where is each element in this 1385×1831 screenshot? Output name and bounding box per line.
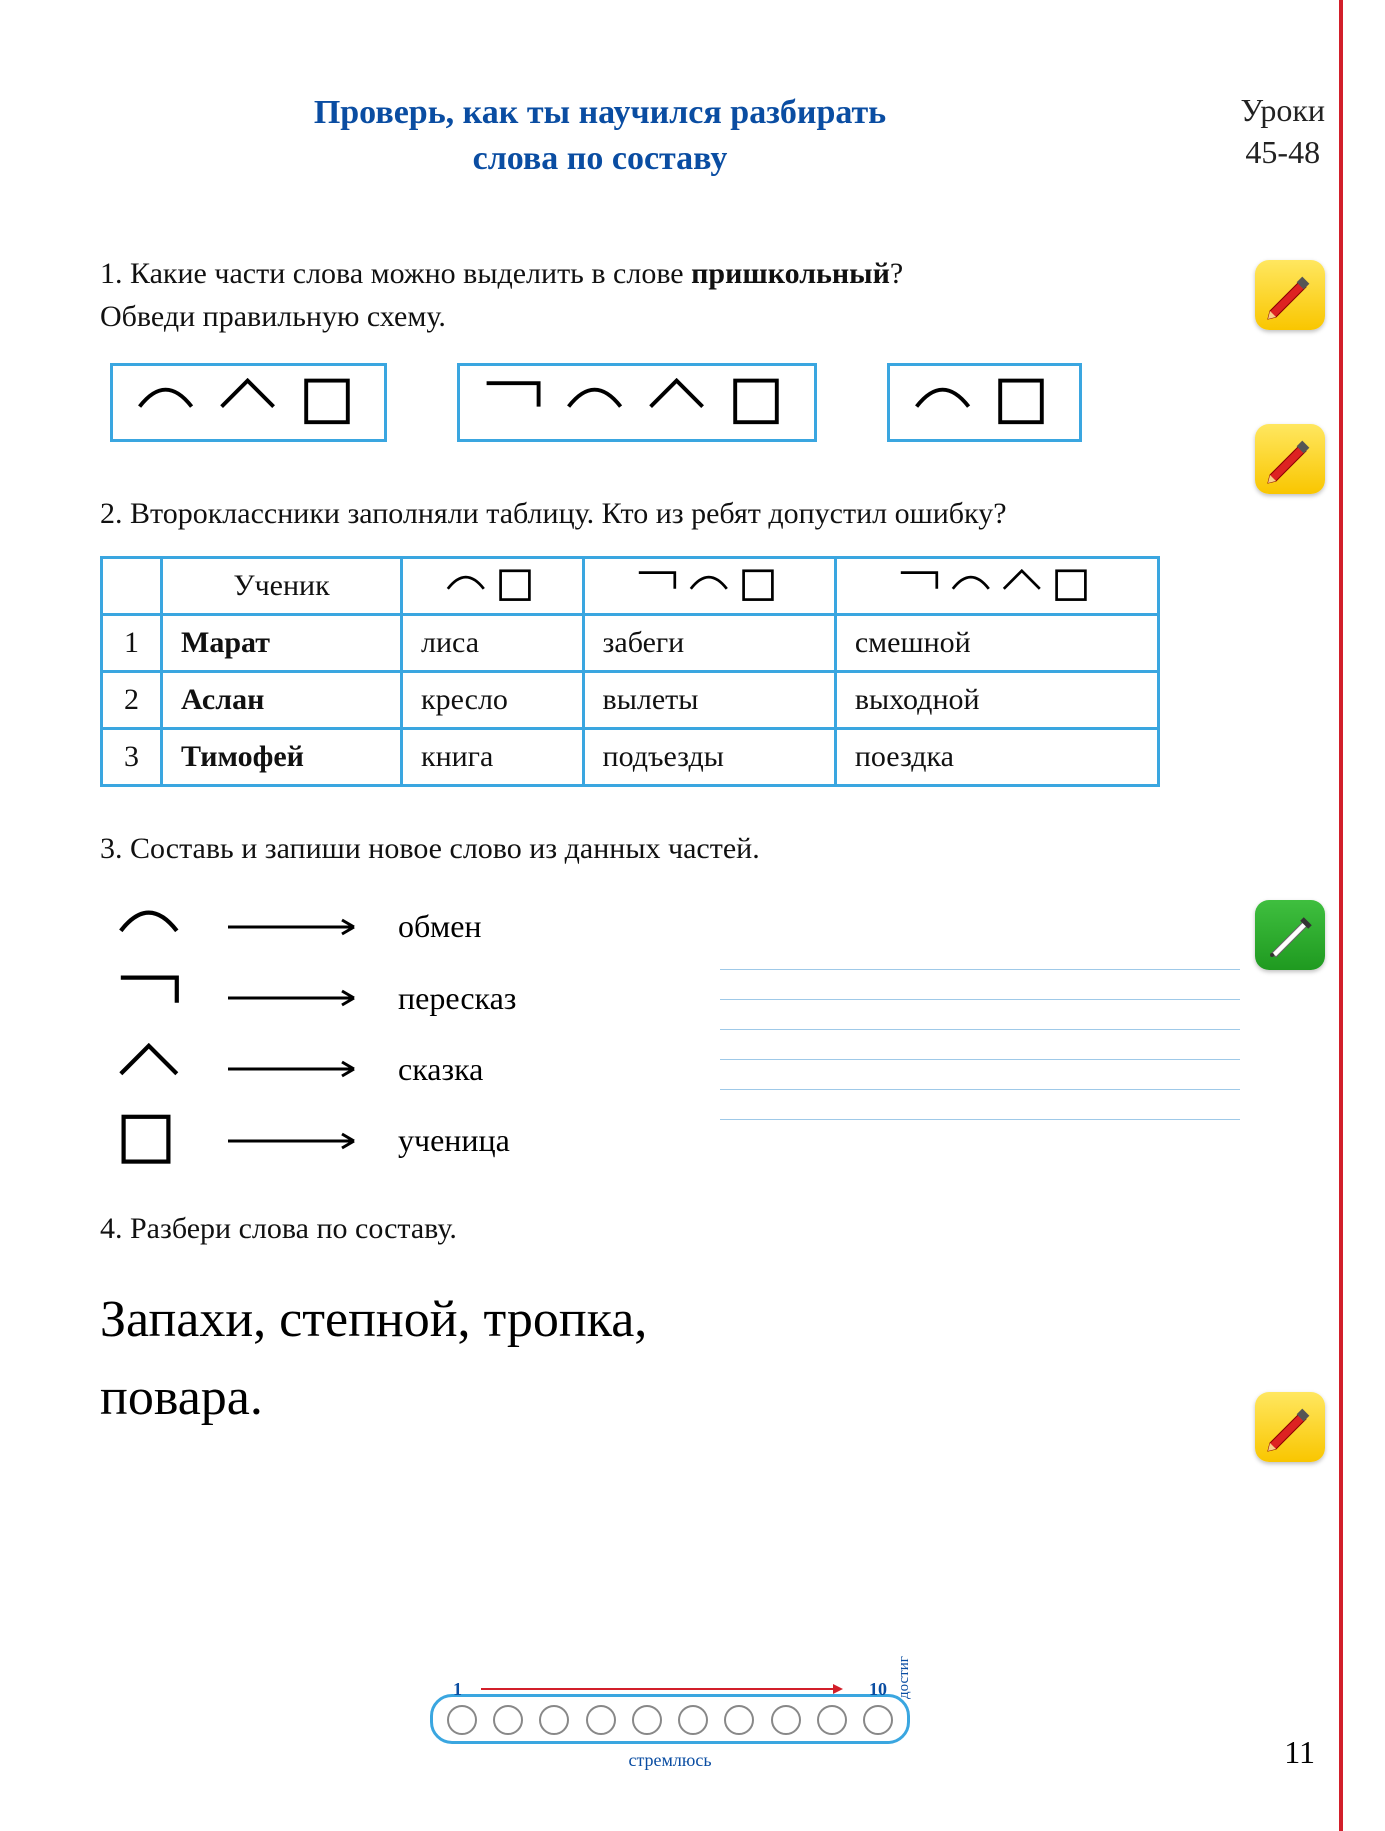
scheme-option[interactable] — [457, 363, 816, 442]
pencil-badge — [1255, 1392, 1325, 1462]
progress-arrow — [481, 1688, 837, 1690]
ending-icon — [497, 569, 538, 603]
task-4: 4. Разбери слова по составу. — [100, 1207, 1160, 1251]
pencil-icon — [1262, 1399, 1318, 1455]
arrow-icon — [224, 912, 374, 942]
root-icon — [566, 378, 626, 427]
prefix-icon — [637, 569, 678, 603]
pencil-badge — [1255, 260, 1325, 330]
ending-icon — [301, 378, 361, 427]
root-icon — [446, 569, 487, 603]
cursive-words[interactable]: Запахи, степной, тропка, повара. — [100, 1281, 1160, 1437]
table-row: 1Маратлисазабегисмешной — [102, 614, 1159, 671]
col-scheme — [583, 557, 835, 614]
margin-rule — [1339, 0, 1343, 1831]
source-word: ученица — [398, 1122, 510, 1159]
ending-icon — [995, 378, 1055, 427]
progress-circle[interactable] — [632, 1705, 662, 1735]
word-part-row: ученица — [100, 1114, 1325, 1167]
progress-circle[interactable] — [447, 1705, 477, 1735]
arrow-icon — [224, 983, 374, 1013]
word-cell: подъезды — [583, 728, 835, 785]
progress-box[interactable]: 1 10 достиг — [430, 1694, 910, 1744]
suffix-icon — [219, 378, 279, 427]
progress-widget: 1 10 достиг стремлюсь — [430, 1694, 910, 1771]
task-1: 1. Какие части слова можно выделить в сл… — [100, 252, 1160, 339]
ending-icon — [740, 569, 781, 603]
student-name: Аслан — [162, 671, 402, 728]
lessons-word: Уроки — [1240, 90, 1325, 132]
table-row: 3Тимофейкнигаподъездыпоездка — [102, 728, 1159, 785]
progress-bottom-label: стремлюсь — [430, 1750, 910, 1771]
ending-icon — [730, 378, 790, 427]
prefix-icon — [899, 569, 940, 603]
task-3: 3. Составь и запиши новое слово из данны… — [100, 827, 1160, 871]
suffix-icon — [118, 1043, 182, 1096]
progress-circle[interactable] — [493, 1705, 523, 1735]
arrow-icon — [224, 1126, 374, 1156]
source-word: пересказ — [398, 980, 516, 1017]
word-cell: вылеты — [583, 671, 835, 728]
progress-circle[interactable] — [863, 1705, 893, 1735]
page-title: Проверь, как ты научился разбирать слова… — [100, 90, 1100, 182]
task-2: 2. Второклассники заполняли таблицу. Кто… — [100, 492, 1160, 536]
row-number: 2 — [102, 671, 162, 728]
row-number: 1 — [102, 614, 162, 671]
progress-circle[interactable] — [678, 1705, 708, 1735]
pen-icon — [1262, 907, 1318, 963]
word-cell: забеги — [583, 614, 835, 671]
page-number: 11 — [1284, 1734, 1315, 1771]
prefix-icon — [118, 972, 182, 1025]
progress-circle[interactable] — [724, 1705, 754, 1735]
pencil-badge — [1255, 424, 1325, 494]
word-cell: смешной — [835, 614, 1158, 671]
suffix-icon — [648, 378, 708, 427]
root-icon — [689, 569, 730, 603]
word-cell: выходной — [835, 671, 1158, 728]
row-number: 3 — [102, 728, 162, 785]
student-name: Тимофей — [162, 728, 402, 785]
pencil-icon — [1262, 431, 1318, 487]
root-icon — [951, 569, 992, 603]
prefix-icon — [484, 378, 544, 427]
ending-icon — [1053, 569, 1094, 603]
arrow-icon — [224, 1054, 374, 1084]
table-row: 2Асланкресловылетывыходной — [102, 671, 1159, 728]
student-name: Марат — [162, 614, 402, 671]
col-scheme — [835, 557, 1158, 614]
progress-circle[interactable] — [539, 1705, 569, 1735]
lessons-label: Уроки 45-48 — [1240, 90, 1325, 173]
word-cell: кресло — [402, 671, 584, 728]
writing-lines[interactable] — [720, 940, 1240, 1120]
pen-badge — [1255, 900, 1325, 970]
word-cell: книга — [402, 728, 584, 785]
students-table: Ученик1Маратлисазабегисмешной2Асланкресл… — [100, 556, 1160, 787]
root-icon — [118, 900, 182, 953]
progress-circle[interactable] — [771, 1705, 801, 1735]
lessons-range: 45-48 — [1240, 132, 1325, 174]
progress-top-label: достиг — [896, 1656, 913, 1699]
word-cell: лиса — [402, 614, 584, 671]
word-parts-list: обмен пересказ сказка ученица — [100, 900, 1325, 1167]
page: Уроки 45-48 Проверь, как ты научился раз… — [0, 0, 1385, 1831]
source-word: обмен — [398, 908, 482, 945]
ending-icon — [118, 1114, 182, 1167]
suffix-icon — [1002, 569, 1043, 603]
col-scheme — [402, 557, 584, 614]
progress-circle[interactable] — [586, 1705, 616, 1735]
col-student: Ученик — [162, 557, 402, 614]
word-cell: поездка — [835, 728, 1158, 785]
scheme-options — [110, 363, 1325, 442]
pencil-icon — [1262, 267, 1318, 323]
root-icon — [137, 378, 197, 427]
scheme-option[interactable] — [110, 363, 387, 442]
progress-circle[interactable] — [817, 1705, 847, 1735]
scheme-option[interactable] — [887, 363, 1083, 442]
root-icon — [914, 378, 974, 427]
source-word: сказка — [398, 1051, 483, 1088]
